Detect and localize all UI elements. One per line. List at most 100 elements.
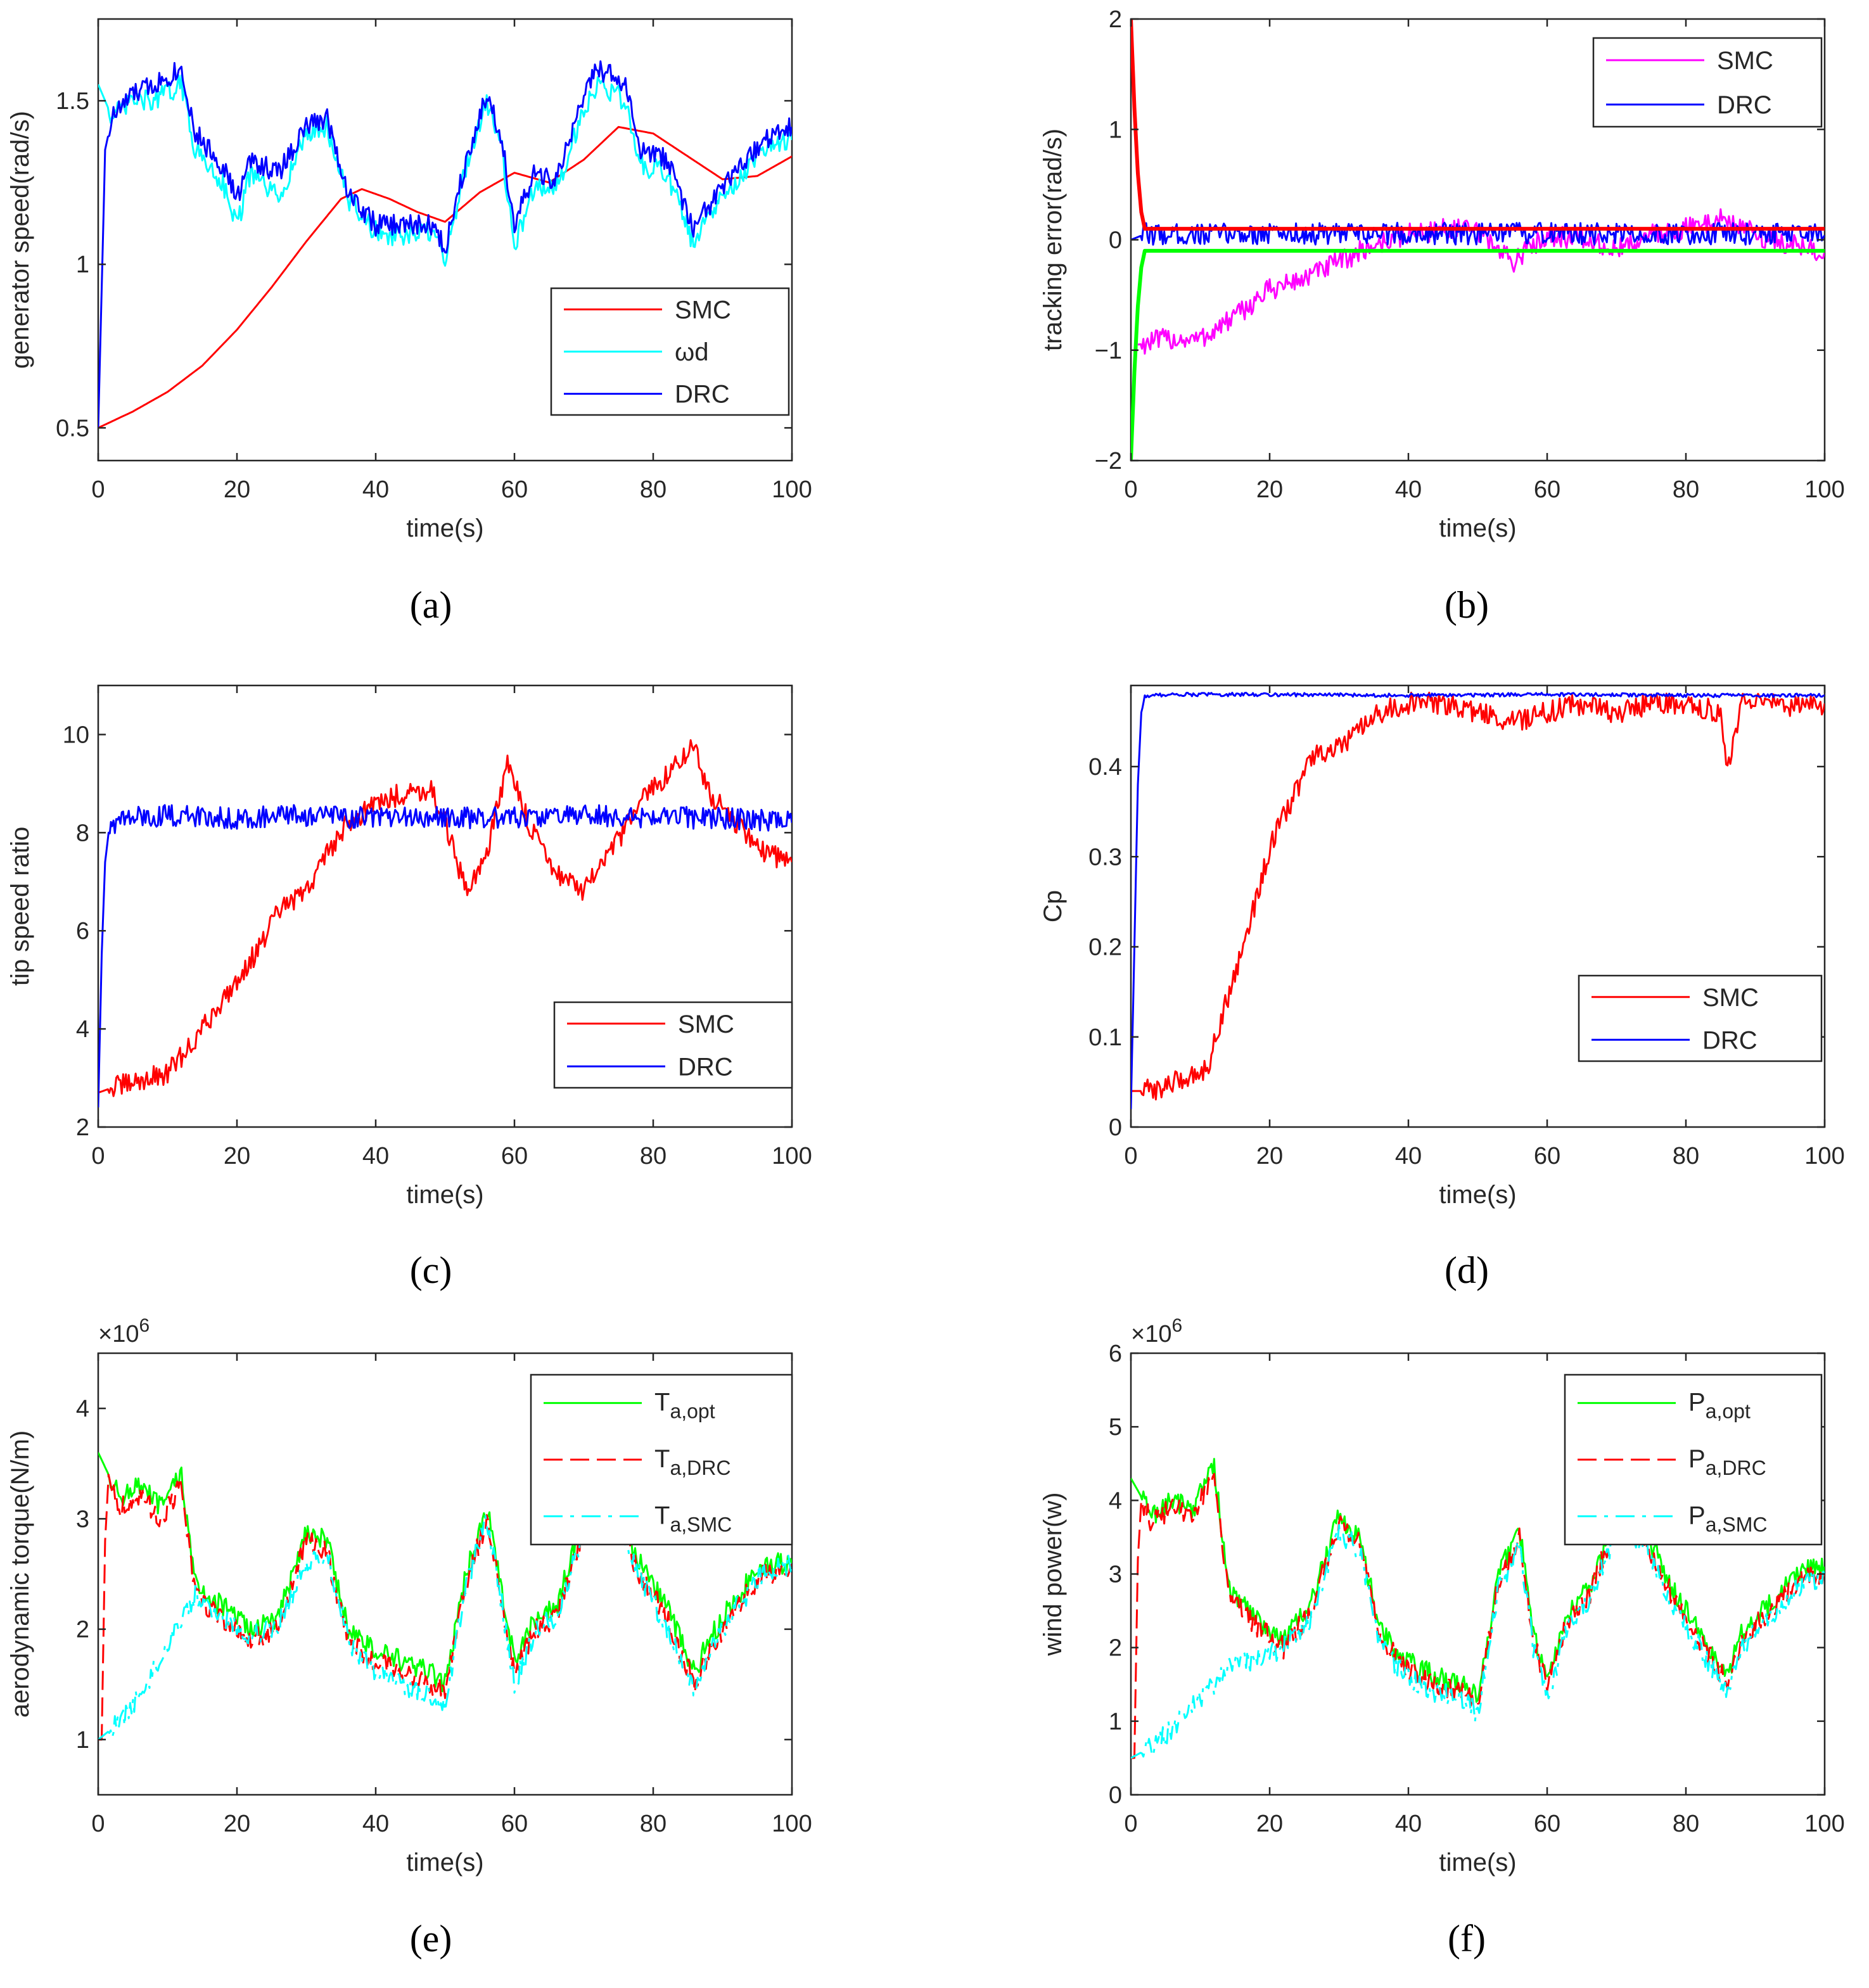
x-tick-label: 80: [640, 1143, 667, 1169]
y-axis-label: Cp: [1039, 890, 1067, 922]
x-tick-label: 40: [362, 1811, 389, 1837]
x-tick-label: 40: [362, 1143, 389, 1169]
legend-label-sub: a,opt: [670, 1400, 715, 1423]
y-axis-label: tracking error(rad/s): [1039, 129, 1067, 351]
legend-label-sub: a,DRC: [670, 1456, 730, 1479]
series-line-smc: [1131, 691, 1825, 1100]
y-tick-label: 2: [1109, 1635, 1122, 1662]
panel-caption: (c): [410, 1249, 452, 1291]
series-group: [1131, 1458, 1825, 1759]
x-tick-label: 40: [1395, 1811, 1422, 1837]
panel-caption: (d): [1445, 1249, 1489, 1291]
series-line--d: [98, 74, 792, 267]
x-axis-label: time(s): [1439, 1849, 1516, 1876]
exponent-power: 6: [139, 1315, 150, 1336]
x-tick-label: 80: [640, 476, 667, 503]
legend-label: DRC: [1702, 1026, 1757, 1054]
x-tick-label: 60: [1534, 1143, 1560, 1169]
y-axis-label: tip speed ratio: [6, 827, 34, 986]
series-group: [1131, 691, 1825, 1109]
series-line-drc: [1131, 691, 1825, 1109]
x-tick-label: 20: [224, 1143, 250, 1169]
chart-a: 0 20 40 60 80 100 0.5 1 1.5 time(s) generator spee…: [6, 18, 812, 626]
legend-label-main: P: [1688, 1501, 1706, 1529]
y-tick-label: 0.1: [1088, 1024, 1122, 1051]
legend-label-sub: a,DRC: [1706, 1456, 1766, 1479]
series-line-t-a-smc: [98, 1503, 792, 1741]
y-axis-label: generator speed(rad/s): [6, 111, 34, 369]
y-tick-label: 0: [1109, 227, 1122, 254]
legend-box: [1592, 37, 1823, 128]
series-line-drc: [98, 60, 792, 428]
x-tick-label: 60: [501, 1143, 528, 1169]
series-line-p-a-smc: [1131, 1519, 1825, 1759]
legend-label-main: T: [654, 1445, 670, 1473]
x-tick-label: 60: [501, 1811, 528, 1837]
legend-label: ωd: [675, 338, 708, 366]
x-tick-label: 100: [772, 476, 812, 503]
legend-label: SMC: [1717, 47, 1773, 75]
legend: SMC DRC: [1578, 974, 1823, 1062]
x-tick-label: 100: [772, 1811, 812, 1837]
series-line-p-a-drc: [1131, 1472, 1825, 1759]
x-tick-label: 0: [1124, 476, 1137, 503]
legend-label: Ta,opt: [654, 1389, 715, 1423]
x-axis-label: time(s): [1439, 1181, 1516, 1209]
x-axis-label: time(s): [406, 1849, 483, 1876]
y-tick-label: 0.2: [1088, 934, 1122, 961]
legend-label: Pa,opt: [1688, 1389, 1751, 1423]
x-tick-label: 100: [1804, 476, 1844, 503]
y-tick-label: 1: [76, 252, 89, 278]
legend-label: SMC: [1702, 984, 1759, 1012]
x-tick-label: 100: [772, 1143, 812, 1169]
x-tick-label: 80: [640, 1811, 667, 1837]
legend-label: Pa,DRC: [1688, 1445, 1766, 1479]
legend-label: Ta,DRC: [654, 1445, 730, 1479]
x-tick-label: 0: [1124, 1811, 1137, 1837]
chart-e: 0 20 40 60 80 100 1 2 3 4 time(s) aerodynamic torqu…: [6, 1315, 812, 1959]
exponent-base: ×10: [98, 1321, 139, 1348]
series-line-smc: [98, 739, 792, 1097]
y-tick-label: 0: [1109, 1782, 1122, 1809]
x-axis-label: time(s): [406, 514, 483, 542]
y-exponent-label: ×106: [98, 1315, 150, 1348]
x-tick-label: 20: [1256, 1811, 1283, 1837]
series-group: [1131, 19, 1825, 461]
legend-box: [1578, 974, 1823, 1062]
legend-box: [553, 1001, 793, 1089]
panel-caption: (f): [1448, 1918, 1486, 1959]
x-tick-label: 80: [1673, 1811, 1699, 1837]
x-tick-label: 0: [91, 476, 105, 503]
x-tick-label: 0: [91, 1143, 105, 1169]
legend-label: Ta,SMC: [654, 1501, 732, 1536]
x-tick-label: 20: [224, 1811, 250, 1837]
legend-label: DRC: [678, 1053, 733, 1081]
y-tick-label: 3: [76, 1506, 89, 1532]
y-axis-label: wind power(w): [1039, 1493, 1067, 1657]
y-tick-label: 2: [1109, 6, 1122, 33]
y-tick-label: 0.3: [1088, 844, 1122, 870]
series-group: [98, 739, 792, 1108]
y-tick-label: 5: [1109, 1414, 1122, 1441]
x-tick-label: 40: [362, 476, 389, 503]
legend-label-main: T: [654, 1501, 670, 1529]
legend-label: SMC: [675, 296, 731, 324]
y-tick-label: 10: [63, 722, 89, 748]
series-line-smc: [98, 125, 792, 429]
series-line-upper-bound: [1131, 19, 1825, 231]
legend-label: DRC: [675, 381, 730, 409]
series-line-drc: [98, 804, 792, 1108]
y-tick-label: 0.5: [56, 415, 89, 442]
legend-label-sub: a,opt: [1706, 1400, 1751, 1423]
y-tick-label: 1: [1109, 117, 1122, 143]
legend-label: DRC: [1717, 91, 1772, 119]
x-tick-label: 40: [1395, 1143, 1422, 1169]
y-exponent-label: ×106: [1131, 1315, 1182, 1348]
panel-caption: (b): [1445, 584, 1489, 626]
legend-label-main: P: [1688, 1389, 1706, 1417]
chart-b: 0 20 40 60 80 100 −2 −1 0 1 2 time(s) tracking error…: [1039, 6, 1845, 626]
series-group: [98, 60, 792, 429]
exponent-base: ×10: [1131, 1321, 1171, 1348]
x-axis-label: time(s): [1439, 514, 1516, 542]
x-tick-label: 0: [1124, 1143, 1137, 1169]
